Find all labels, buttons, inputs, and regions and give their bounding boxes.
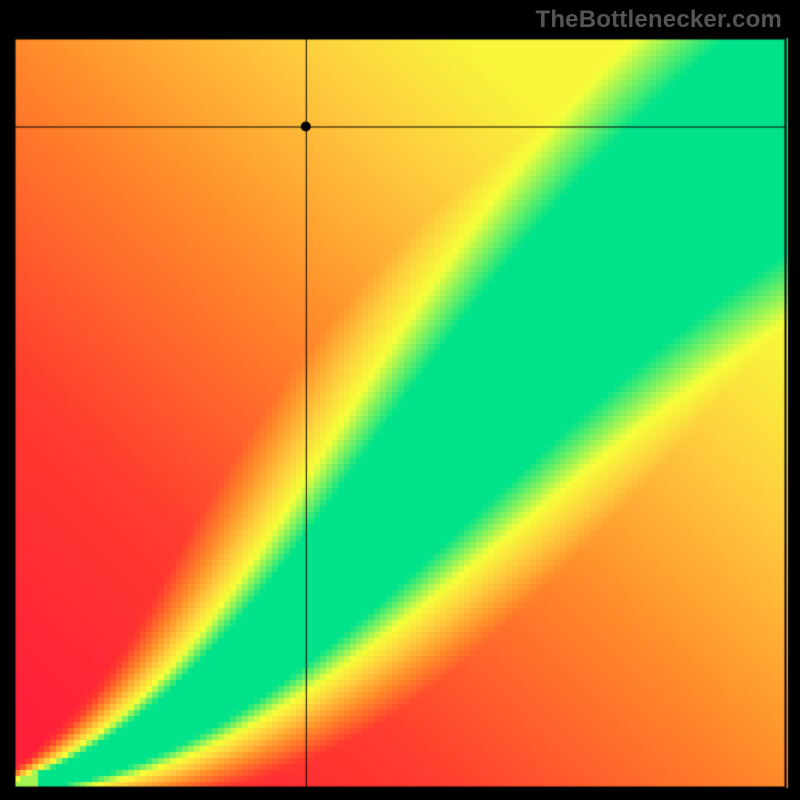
heatmap-canvas xyxy=(0,0,800,800)
watermark-text: TheBottlenecker.com xyxy=(535,6,782,34)
chart-container: TheBottlenecker.com xyxy=(0,0,800,800)
